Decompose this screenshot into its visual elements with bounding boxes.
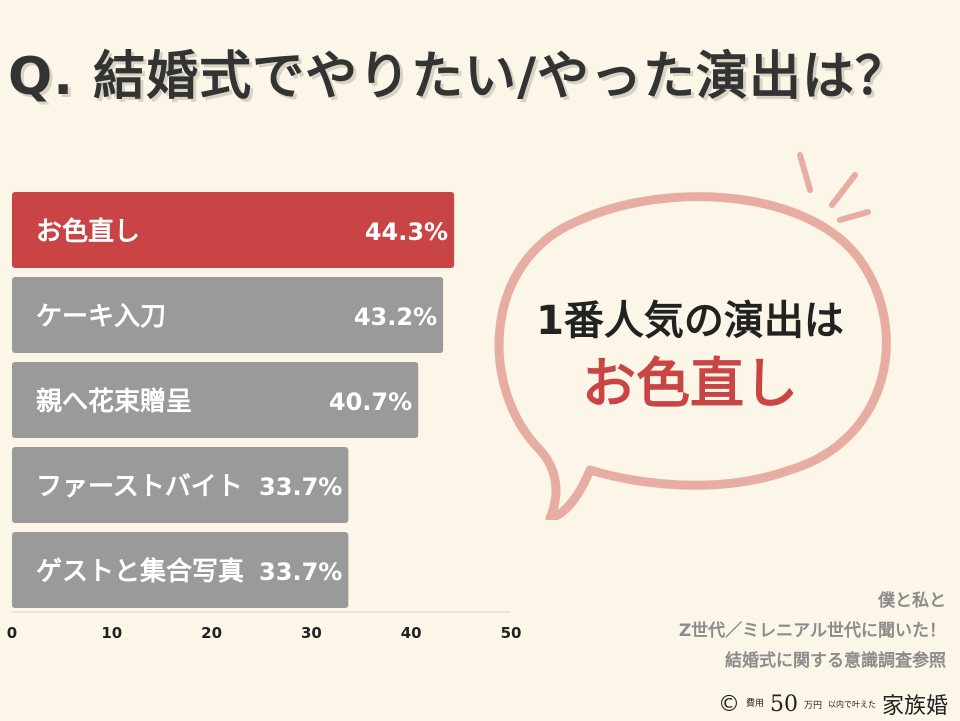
bar-value-label: 44.3%: [365, 218, 448, 246]
callout-heading: 1番人気の演出は: [536, 298, 844, 344]
x-tick-label: 0: [7, 624, 17, 642]
bar-value-label: 40.7%: [329, 388, 412, 416]
bar-category-label: お色直し: [36, 216, 140, 247]
x-tick-label: 40: [401, 624, 422, 642]
bar-category-label: ケーキ入刀: [36, 302, 166, 332]
x-tick-label: 30: [301, 624, 322, 642]
x-tick-label: 50: [501, 624, 522, 642]
x-tick-label: 20: [201, 624, 222, 642]
source-line-1: 僕と私と: [878, 591, 946, 611]
source-line-3: 結婚式に関する意識調査参照: [725, 651, 946, 671]
bar-3: [12, 447, 349, 523]
brand-note: 以内で叶えた: [827, 699, 876, 709]
bar-category-label: ファーストバイト: [36, 472, 243, 502]
brand-label-small: 費用: [745, 699, 764, 709]
copyright-icon: ©: [717, 691, 740, 717]
bar-value-label: 43.2%: [354, 303, 437, 331]
bar-4: [12, 532, 349, 608]
brand-logo: © 費用 50 万円 以内で叶えた 家族婚: [717, 690, 948, 720]
brand-unit: 万円: [803, 700, 822, 711]
bar-value-label: 33.7%: [259, 473, 342, 501]
source-note: 僕と私と Z世代／ミレニアル世代に聞いた！ 結婚式に関する意識調査参照: [679, 586, 946, 676]
bar-value-label: 33.7%: [259, 558, 342, 586]
page-title: Q. 結婚式でやりたい/やった演出は？: [8, 47, 909, 107]
brand-name: 家族婚: [881, 694, 948, 719]
source-line-2: Z世代／ミレニアル世代に聞いた！: [678, 621, 946, 641]
bar-0: [12, 192, 455, 268]
bar-1: [12, 277, 444, 353]
callout-highlight: お色直し: [582, 352, 798, 415]
brand-amount: 50: [769, 691, 798, 717]
bar-category-label: ゲストと集合写真: [36, 556, 244, 587]
callout: 1番人気の演出は お色直し: [480, 296, 900, 422]
speech-bubble-icon: [494, 152, 891, 520]
bar-category-label: 親へ花束贈呈: [36, 386, 192, 417]
bar-2: [12, 362, 419, 438]
x-tick-label: 10: [101, 624, 122, 642]
